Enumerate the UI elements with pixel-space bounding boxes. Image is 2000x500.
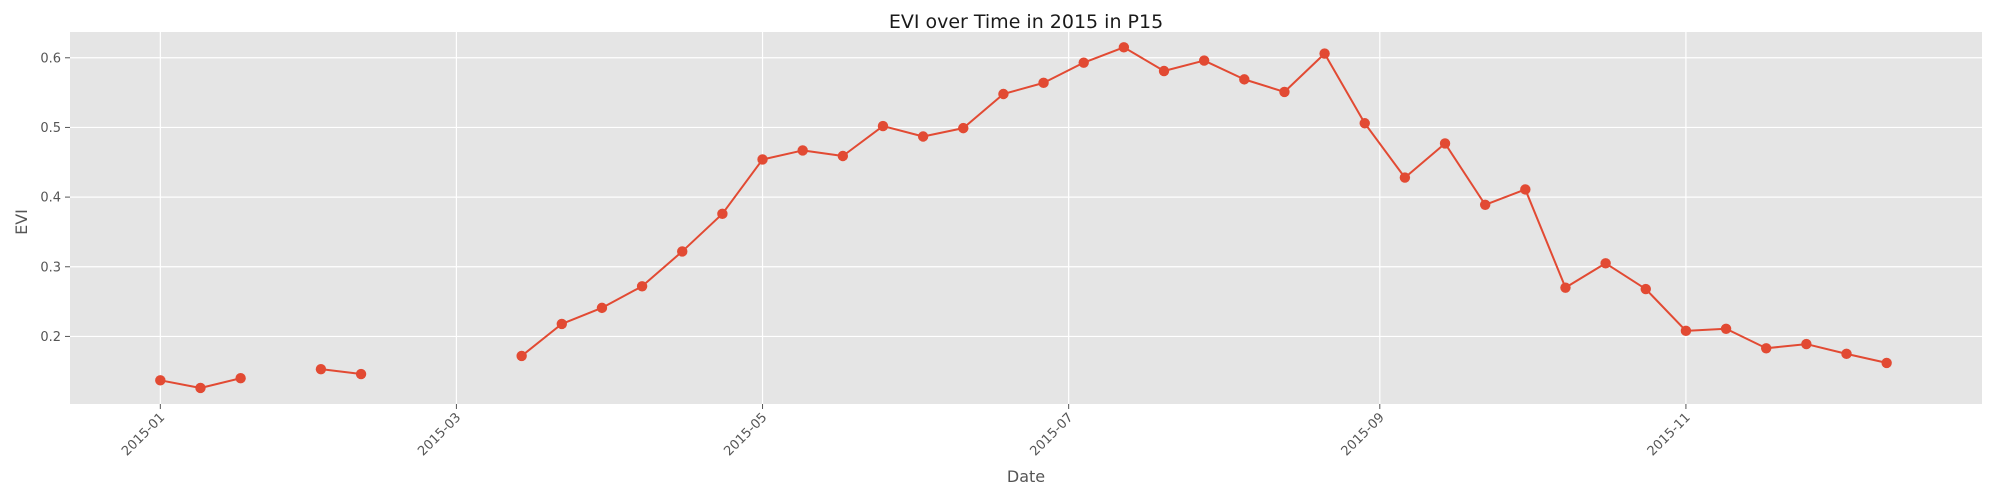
plot-background [70, 32, 1982, 404]
data-point [235, 373, 246, 384]
data-point [677, 246, 688, 257]
data-point [757, 154, 768, 165]
data-point [516, 350, 527, 362]
data-point [717, 208, 728, 220]
y-tick-label: 0.5 [40, 121, 61, 136]
data-point [596, 302, 608, 314]
y-tick-label: 0.2 [40, 330, 61, 345]
x-tick-label: 2015-07 [1027, 410, 1076, 459]
grid-lines [70, 32, 1982, 404]
data-point [1640, 283, 1651, 295]
data-point [1680, 325, 1692, 337]
data-point [917, 131, 929, 142]
data-point [315, 363, 327, 375]
y-axis-ticks: 0.2 0.3 0.4 0.5 0.6 [40, 51, 70, 345]
data-point [797, 145, 808, 156]
series-line-segment [320, 368, 362, 376]
y-axis-label: EVI [12, 209, 31, 235]
data-point [877, 120, 889, 132]
data-point [998, 88, 1009, 100]
y-tick-label: 0.4 [40, 191, 61, 206]
chart-title: EVI over Time in 2015 in P15 [889, 11, 1163, 33]
x-tick-label: 2015-11 [1645, 410, 1694, 459]
y-tick-label: 0.3 [40, 260, 61, 275]
data-point [1720, 323, 1732, 334]
data-point [1439, 138, 1451, 149]
data-point [1239, 74, 1250, 85]
data-point [1761, 343, 1772, 354]
x-tick-label: 2015-03 [415, 410, 464, 459]
x-tick-label: 2015-09 [1339, 410, 1388, 459]
data-point [1078, 57, 1089, 68]
data-point [1801, 338, 1812, 350]
y-tick-label: 0.6 [40, 51, 61, 66]
data-point [1198, 55, 1210, 66]
data-point [556, 318, 568, 330]
x-axis-ticks: 2015-01 2015-03 2015-05 2015-07 2015-09 2015-… [119, 404, 1694, 459]
x-tick-label: 2015-05 [721, 410, 770, 459]
data-point [1600, 258, 1611, 269]
series-points [155, 42, 1892, 394]
data-point [355, 368, 367, 380]
data-point [1881, 357, 1892, 369]
x-tick-label: 2015-01 [119, 410, 168, 459]
data-point [1319, 48, 1330, 59]
data-point [958, 122, 969, 134]
data-point [636, 281, 648, 292]
data-point [1359, 118, 1370, 129]
data-point [1399, 172, 1411, 183]
data-point [195, 382, 206, 394]
data-point [1479, 199, 1491, 210]
x-axis-label: Date [1007, 467, 1045, 486]
data-point [1520, 184, 1531, 195]
data-point [1118, 42, 1130, 53]
data-point [1279, 86, 1290, 98]
data-point [1841, 348, 1852, 360]
data-point [155, 375, 166, 386]
data-point [1038, 77, 1049, 89]
data-point [1560, 282, 1571, 293]
data-point [837, 150, 849, 162]
data-point [1158, 65, 1170, 77]
